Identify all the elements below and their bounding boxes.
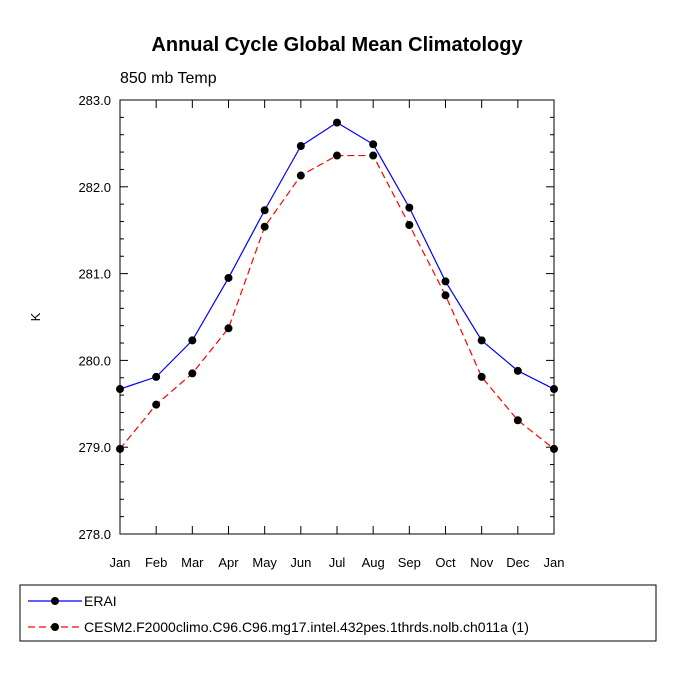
series-1-point — [513, 366, 522, 375]
series-2-point — [260, 222, 269, 231]
legend-label-2: CESM2.F2000climo.C96.C96.mg17.intel.432p… — [84, 619, 529, 635]
legend-marker-1 — [51, 597, 59, 605]
y-axis-labels: 278.0 279.0 280.0 281.0 282.0 283.0 — [78, 93, 111, 542]
x-tick-label: Aug — [362, 555, 385, 570]
series-2-point — [405, 220, 414, 229]
series-2-point — [296, 171, 305, 180]
series-2-point — [188, 369, 197, 378]
x-tick-label: Oct — [435, 555, 456, 570]
y-tick-label: 280.0 — [78, 353, 111, 368]
x-tick-label: May — [252, 555, 277, 570]
series-2-point — [477, 372, 486, 381]
series-line-1 — [119, 121, 555, 390]
y-tick-label: 278.0 — [78, 527, 111, 542]
chart-subtitle: 850 mb Temp — [120, 70, 217, 87]
series-2-point — [152, 400, 161, 409]
series-1-point — [152, 372, 161, 381]
series-1-point — [369, 140, 378, 149]
legend-box — [19, 584, 657, 642]
series-1-point — [441, 277, 450, 286]
x-tick-label: Jan — [544, 555, 565, 570]
series-2-point — [513, 416, 522, 425]
x-tick-label: Dec — [506, 555, 530, 570]
y-axis-label: K — [28, 312, 43, 321]
series-1-point — [260, 206, 269, 215]
series-1-point — [188, 336, 197, 345]
series-line-2 — [119, 154, 555, 450]
series-2-point — [369, 151, 378, 160]
series-1-point — [550, 385, 558, 394]
series-2-point — [441, 291, 450, 300]
series-1-point — [405, 203, 414, 212]
series-2-point — [224, 324, 233, 333]
legend-marker-2 — [51, 623, 59, 631]
series-1-point — [224, 273, 233, 282]
series-1-point — [296, 142, 305, 151]
series-1-point — [477, 336, 486, 345]
chart-title: Annual Cycle Global Mean Climatology — [151, 34, 523, 56]
series-layer — [116, 118, 558, 453]
plot-frame — [119, 99, 555, 535]
y-tick-label: 283.0 — [78, 93, 111, 108]
y-tick-label: 281.0 — [78, 267, 111, 282]
x-tick-label: Feb — [145, 555, 167, 570]
series-2-point — [116, 444, 124, 453]
x-tick-label: Nov — [470, 555, 494, 570]
legend: ERAI CESM2.F2000climo.C96.C96.mg17.intel.… — [28, 593, 529, 635]
series-2-point — [550, 444, 558, 453]
x-axis-labels: Jan Feb Mar Apr May Jun Jul Aug Sep Oct Nov Dec Jan — [110, 555, 565, 570]
x-tick-label: Apr — [218, 555, 239, 570]
x-tick-label: Mar — [181, 555, 204, 570]
legend-label-1: ERAI — [84, 593, 117, 609]
series-1-point — [116, 385, 124, 394]
x-tick-label: Sep — [398, 555, 421, 570]
x-tick-label: Jul — [329, 555, 346, 570]
y-tick-label: 282.0 — [78, 180, 111, 195]
x-tick-label: Jan — [110, 555, 131, 570]
y-tick-label: 279.0 — [78, 440, 111, 455]
x-tick-label: Jun — [290, 555, 311, 570]
axis-ticks — [119, 99, 555, 535]
series-2-point — [333, 151, 341, 160]
series-1-point — [333, 118, 341, 127]
